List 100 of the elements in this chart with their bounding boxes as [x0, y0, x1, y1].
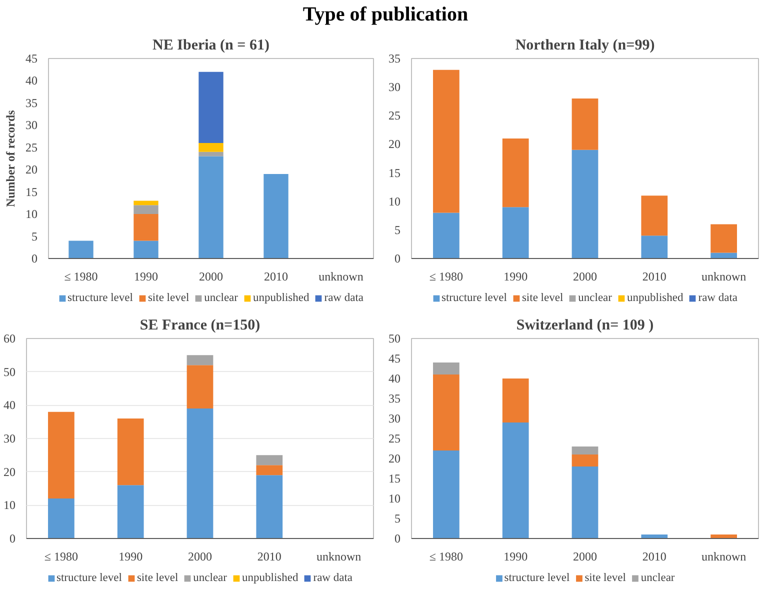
bar — [710, 224, 737, 253]
y-tick-label: 35 — [388, 52, 400, 66]
y-tick-label: 20 — [4, 464, 16, 479]
y-tick-label: 5 — [394, 222, 400, 237]
y-tick-label: 15 — [388, 472, 400, 486]
bar — [186, 365, 214, 408]
bar — [641, 196, 668, 236]
bar — [48, 412, 74, 498]
x-tick-label: 2000 — [573, 550, 597, 564]
x-tick-label: 1990 — [504, 550, 528, 564]
legend-label: unpublished — [253, 292, 310, 304]
legend-label: site level — [148, 292, 190, 304]
y-tick-label: 35 — [388, 392, 400, 406]
bar — [572, 98, 598, 150]
legend-label: raw data — [698, 292, 738, 304]
y-axis-title: Number of records — [4, 110, 18, 208]
bar — [256, 475, 283, 538]
text: Type of publication — [302, 4, 468, 26]
y-tick-label: 10 — [388, 492, 400, 506]
bar — [256, 455, 283, 466]
legend-label: unpublished — [242, 572, 298, 584]
bar — [572, 454, 598, 466]
bar — [134, 214, 158, 241]
x-tick-label: unknown — [701, 550, 746, 564]
bar — [433, 450, 460, 538]
bar — [264, 174, 288, 258]
bar — [198, 72, 224, 143]
bar — [433, 374, 460, 450]
x-tick-label: unknown — [316, 550, 362, 564]
legend-label: unpublished — [627, 292, 684, 304]
bar — [68, 240, 94, 258]
y-tick-label: 40 — [26, 74, 38, 88]
legend-label: site level — [584, 572, 626, 584]
legend-label: structure level — [67, 292, 133, 304]
bar — [433, 212, 460, 258]
chart-title: Switzerland (n= 109 ) — [516, 318, 654, 334]
bar — [134, 240, 158, 258]
y-tick-label: 5 — [32, 229, 38, 244]
legend-label: raw data — [313, 572, 353, 584]
y-tick-label: 30 — [26, 118, 38, 132]
bar — [641, 236, 668, 258]
y-tick-label: 0 — [10, 532, 16, 546]
y-tick-label: 25 — [388, 108, 400, 123]
y-tick-label: 10 — [388, 194, 400, 208]
bar — [134, 200, 158, 206]
x-tick-label: 2010 — [257, 550, 282, 564]
x-tick-label: 2010 — [642, 270, 666, 284]
x-tick-label: ≤ 1980 — [64, 270, 98, 284]
bar — [117, 485, 144, 538]
y-tick-label: 20 — [388, 452, 400, 466]
y-tick-label: 5 — [394, 512, 400, 526]
y-tick-label: 45 — [388, 352, 400, 366]
legend-label: unclear — [578, 292, 612, 304]
chart-title: SE France (n=150) — [140, 318, 260, 334]
legend-label: raw data — [324, 292, 364, 304]
y-tick-label: 40 — [4, 398, 16, 412]
x-tick-label: ≤ 1980 — [429, 270, 463, 284]
x-tick-label: ≤ 1980 — [429, 550, 463, 564]
x-tick-label: 2000 — [573, 270, 597, 284]
y-tick-label: 15 — [26, 184, 38, 199]
x-tick-label: unknown — [318, 270, 364, 284]
bar — [502, 378, 529, 422]
legend-label: unclear — [204, 292, 238, 304]
chart-title: Northern Italy (n=99) — [515, 38, 655, 54]
x-tick-label: 2000 — [188, 550, 212, 564]
legend-label: site level — [522, 292, 564, 304]
bar — [198, 142, 224, 152]
y-tick-label: 50 — [4, 364, 16, 379]
bar — [134, 205, 158, 214]
y-tick-label: 0 — [394, 252, 400, 266]
bar — [502, 207, 529, 258]
text: structure level — [441, 292, 507, 304]
y-tick-label: 30 — [388, 412, 400, 426]
x-tick-label: ≤ 1980 — [44, 550, 78, 564]
y-tick-label: 35 — [26, 96, 38, 110]
bar — [186, 355, 214, 366]
y-tick-label: 10 — [4, 498, 16, 512]
x-tick-label: unknown — [701, 270, 746, 284]
y-tick-label: 15 — [388, 166, 400, 180]
bar — [433, 70, 460, 213]
y-tick-label: 0 — [394, 532, 400, 546]
x-tick-label: 1990 — [134, 270, 158, 284]
x-tick-label: 1990 — [118, 550, 143, 564]
bar — [433, 362, 460, 374]
bar — [186, 408, 214, 538]
bar — [572, 150, 598, 258]
legend-label: site level — [136, 572, 178, 584]
y-tick-label: 45 — [26, 52, 38, 66]
y-tick-label: 40 — [388, 372, 400, 386]
legend-label: unclear — [193, 572, 227, 584]
bar — [48, 498, 74, 538]
y-tick-label: 25 — [388, 432, 400, 446]
y-tick-label: 50 — [388, 332, 400, 346]
y-tick-label: 25 — [26, 140, 38, 154]
x-tick-label: 2000 — [199, 270, 223, 284]
bar — [117, 418, 144, 486]
y-tick-label: 20 — [26, 162, 38, 177]
bar — [198, 152, 224, 156]
bar — [572, 466, 598, 538]
legend-label: unclear — [640, 572, 675, 584]
